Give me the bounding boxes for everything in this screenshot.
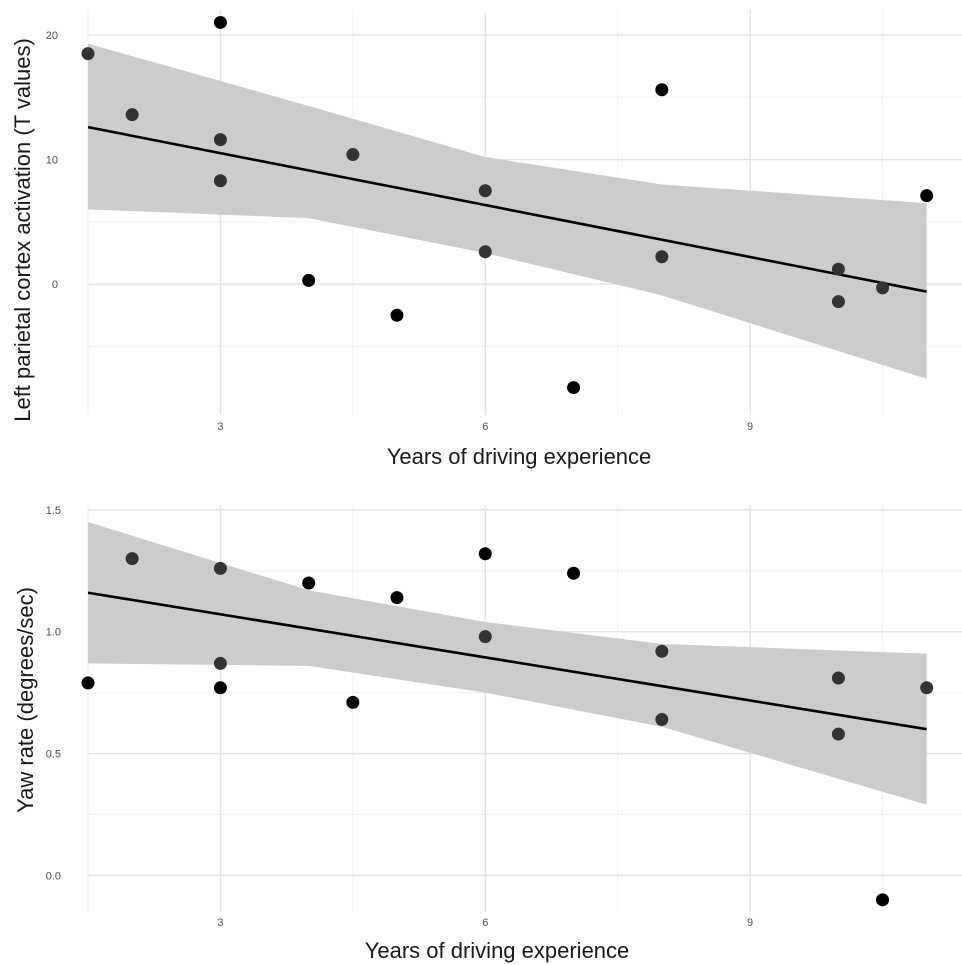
bottom-chart-y-tick-label-2: 1.0 (46, 627, 61, 639)
top-chart-x-tick-label-1: 6 (482, 421, 488, 433)
top-chart-y-axis-title: Left parietal cortex activation (T value… (10, 38, 35, 422)
top-chart-tick-labels: 3 6 9 0 10 20 (46, 30, 753, 433)
bottom-chart-fit-line-layer (87, 591, 927, 731)
top-chart-x-tick-label-2: 9 (747, 421, 753, 433)
top-chart-data-point-8 (478, 184, 492, 198)
bottom-chart-data-point-9 (478, 630, 492, 644)
top-chart-data-point-15 (876, 281, 890, 295)
top-chart-fit-line (87, 125, 927, 293)
top-chart-data-point-7 (390, 308, 404, 322)
bottom-chart-data-point-14 (831, 727, 845, 741)
top-chart-data-point-14 (831, 295, 845, 309)
bottom-chart-data-point-7 (390, 591, 404, 605)
bottom-chart-data-point-16 (920, 681, 934, 695)
top-chart-panel: 3 6 9 0 10 20 Years of driving experience Lef… (10, 10, 962, 469)
bottom-chart-fit-line (87, 591, 927, 731)
bottom-chart-y-tick-label-1: 0.5 (46, 749, 61, 761)
bottom-chart-y-axis-title: Yaw rate (degrees/sec) (13, 587, 38, 813)
top-chart-data-point-10 (567, 381, 581, 395)
bottom-chart-data-point-1 (125, 552, 139, 566)
top-chart-data-point-9 (478, 245, 492, 259)
top-chart-y-tick-label-2: 20 (46, 30, 58, 42)
bottom-chart-data-point-15 (876, 893, 890, 907)
bottom-chart-data-point-11 (655, 644, 669, 658)
top-chart-data-point-4 (213, 174, 227, 188)
bottom-chart-data-point-12 (655, 712, 669, 726)
top-chart-data-point-12 (655, 250, 669, 264)
bottom-chart-data-point-3 (213, 656, 227, 670)
bottom-chart-data-point-13 (831, 671, 845, 685)
top-chart-data-point-5 (302, 273, 316, 287)
top-chart-confidence-band (88, 43, 927, 379)
top-chart-data-point-6 (346, 148, 360, 162)
bottom-chart-data-point-8 (478, 547, 492, 561)
top-chart-fit-line-layer (87, 125, 927, 293)
bottom-chart-confidence-band (88, 522, 927, 805)
bottom-chart-y-tick-label-3: 1.5 (46, 505, 61, 517)
bottom-chart-x-axis-title: Years of driving experience (365, 938, 630, 963)
top-chart-x-tick-label-0: 3 (217, 421, 223, 433)
bottom-chart-points-layer (81, 547, 934, 907)
bottom-chart-data-point-4 (213, 681, 227, 695)
top-chart-y-tick-label-1: 10 (46, 155, 58, 167)
bottom-chart-confidence-band-layer (88, 522, 927, 805)
bottom-chart-x-tick-label-2: 9 (747, 917, 753, 929)
top-chart-data-point-0 (81, 47, 95, 61)
top-chart-data-point-16 (920, 189, 934, 203)
bottom-chart-x-tick-label-1: 6 (482, 917, 488, 929)
top-chart-data-point-13 (831, 262, 845, 276)
bottom-chart-data-point-0 (81, 676, 95, 690)
bottom-chart-data-point-6 (346, 695, 360, 709)
top-chart-data-point-3 (213, 133, 227, 147)
top-chart-y-tick-label-0: 0 (52, 279, 58, 291)
bottom-chart-data-point-5 (302, 576, 316, 590)
top-chart-data-point-1 (125, 108, 139, 122)
top-chart-data-point-2 (213, 15, 227, 29)
bottom-chart-x-tick-label-0: 3 (217, 917, 223, 929)
top-chart-x-axis-title: Years of driving experience (387, 444, 652, 469)
top-chart-points-layer (81, 15, 934, 395)
top-chart-data-point-11 (655, 83, 669, 97)
bottom-chart-data-point-2 (213, 561, 227, 575)
bottom-chart-panel: 3 6 9 0.0 0.5 1.0 1.5 Years of driving experie… (13, 505, 962, 963)
bottom-chart-tick-labels: 3 6 9 0.0 0.5 1.0 1.5 (46, 505, 753, 929)
bottom-chart-y-tick-label-0: 0.0 (46, 870, 61, 882)
bottom-chart-data-point-10 (567, 566, 581, 580)
top-chart-confidence-band-layer (88, 43, 927, 379)
